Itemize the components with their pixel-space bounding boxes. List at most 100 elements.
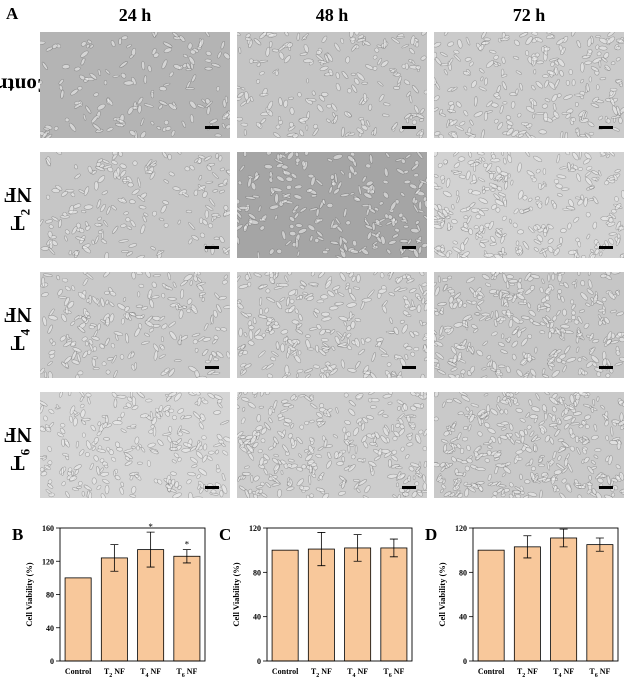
x-tick-label: T6 NF	[383, 667, 404, 679]
y-tick-label: 40	[46, 624, 54, 633]
scale-bar	[599, 126, 613, 129]
panel-a-letter: A	[6, 4, 19, 23]
scale-bar	[205, 246, 219, 249]
row-label-t4-nf: T4 NF	[3, 303, 33, 355]
scale-bar	[599, 246, 613, 249]
scale-bar	[599, 366, 613, 369]
error-bar	[389, 538, 398, 558]
x-tick-label: T2 NF	[104, 667, 125, 679]
x-tick-label: T2 NF	[517, 667, 538, 679]
y-tick-label: 120	[249, 524, 261, 533]
bar	[100, 557, 128, 662]
micrograph-control-72h	[434, 32, 624, 138]
error-bar	[110, 544, 119, 572]
y-tick-label: 0	[50, 657, 54, 666]
micrograph-t6-nf-48h	[237, 392, 427, 498]
micrograph-image	[40, 392, 230, 498]
y-tick-label: 160	[42, 524, 54, 533]
x-tick-label: T6 NF	[176, 667, 197, 679]
micrograph-control-24h	[40, 32, 230, 138]
bar	[173, 555, 201, 662]
significance-marker: *	[185, 540, 190, 550]
bar	[477, 549, 505, 662]
micrograph-t4-nf-24h	[40, 272, 230, 378]
error-bar	[182, 549, 191, 564]
micrograph-t4-nf-48h	[237, 272, 427, 378]
y-axis-label: Cell Viability (%)	[231, 562, 241, 626]
chart-c-svg: C Cell Viability (%) 0 40 80 120 Control T2 NF T…	[219, 524, 413, 679]
plot-frame	[59, 527, 206, 662]
x-tick-label: T4 NF	[347, 667, 368, 679]
error-bar	[317, 532, 326, 567]
scale-bar	[402, 246, 416, 249]
scale-bar	[599, 486, 613, 489]
x-tick-label: T2 NF	[311, 667, 332, 679]
scale-bar	[205, 366, 219, 369]
micrograph-image	[237, 152, 427, 258]
chart-b-svg: B Cell Viability (%) 0 40 80 120 160 Control T2 …	[12, 522, 206, 679]
column-header-72h: 72 h	[512, 5, 546, 25]
y-tick-label: 40	[459, 613, 467, 622]
bar	[137, 549, 165, 662]
chart-b: B Cell Viability (%) 0 40 80 120 160 Control T2 …	[10, 520, 210, 685]
scale-bar	[205, 486, 219, 489]
y-tick-label: 120	[455, 524, 467, 533]
plot-frame	[472, 527, 619, 662]
chart-d-svg: D Cell Viability (%) 0 40 80 120 Control T2 NF T…	[425, 524, 619, 679]
y-tick-label: 80	[459, 568, 467, 577]
micrograph-image	[40, 32, 230, 138]
micrograph-image	[40, 152, 230, 258]
micrograph-image	[237, 32, 427, 138]
micrograph-t4-nf-72h	[434, 272, 624, 378]
micrograph-image	[237, 392, 427, 498]
micrograph-t6-nf-72h	[434, 392, 624, 498]
micrograph-t6-nf-24h	[40, 392, 230, 498]
error-bar	[523, 535, 532, 559]
y-tick-label: 120	[42, 557, 54, 566]
scale-bar	[402, 366, 416, 369]
y-tick-label: 80	[253, 568, 261, 577]
scale-bar	[402, 486, 416, 489]
y-tick-label: 0	[463, 657, 467, 666]
bar	[380, 547, 408, 662]
y-tick-label: 0	[257, 657, 261, 666]
micrograph-image	[434, 272, 624, 378]
panel-letter: D	[425, 525, 437, 544]
micrograph-control-48h	[237, 32, 427, 138]
chart-c: C Cell Viability (%) 0 40 80 120 Control T2 NF T…	[217, 520, 417, 685]
x-tick-label: Control	[272, 667, 299, 676]
column-header-24h: 24 h	[118, 5, 152, 25]
micrograph-image	[434, 152, 624, 258]
bar	[344, 547, 372, 662]
bar	[513, 546, 541, 662]
row-label-t6-nf: T6 NF	[3, 423, 33, 475]
row-label-t2-nf: T2 NF	[3, 183, 33, 235]
micrograph-image	[40, 272, 230, 378]
x-tick-label: T4 NF	[140, 667, 161, 679]
x-tick-label: T6 NF	[589, 667, 610, 679]
column-header-48h: 48 h	[315, 5, 349, 25]
chart-d: D Cell Viability (%) 0 40 80 120 Control T2 NF T…	[423, 520, 623, 685]
y-axis-label: Cell Viability (%)	[24, 562, 34, 626]
panel-letter: B	[12, 525, 23, 544]
bar	[586, 544, 614, 662]
row-label-control: Control	[0, 73, 53, 98]
error-bar	[353, 534, 362, 562]
x-tick-label: T4 NF	[553, 667, 574, 679]
micrograph-t2-nf-24h	[40, 152, 230, 258]
bar	[64, 577, 92, 662]
micrograph-t2-nf-48h	[237, 152, 427, 258]
x-tick-label: Control	[478, 667, 505, 676]
bar	[307, 548, 335, 662]
y-tick-label: 80	[46, 591, 54, 600]
x-tick-label: Control	[65, 667, 92, 676]
micrograph-image	[237, 272, 427, 378]
significance-marker: *	[148, 522, 153, 532]
micrograph-t2-nf-72h	[434, 152, 624, 258]
error-bar	[595, 537, 604, 552]
y-axis-label: Cell Viability (%)	[437, 562, 447, 626]
plot-frame	[266, 527, 413, 662]
bar	[550, 537, 578, 662]
y-tick-label: 40	[253, 613, 261, 622]
scale-bar	[205, 126, 219, 129]
